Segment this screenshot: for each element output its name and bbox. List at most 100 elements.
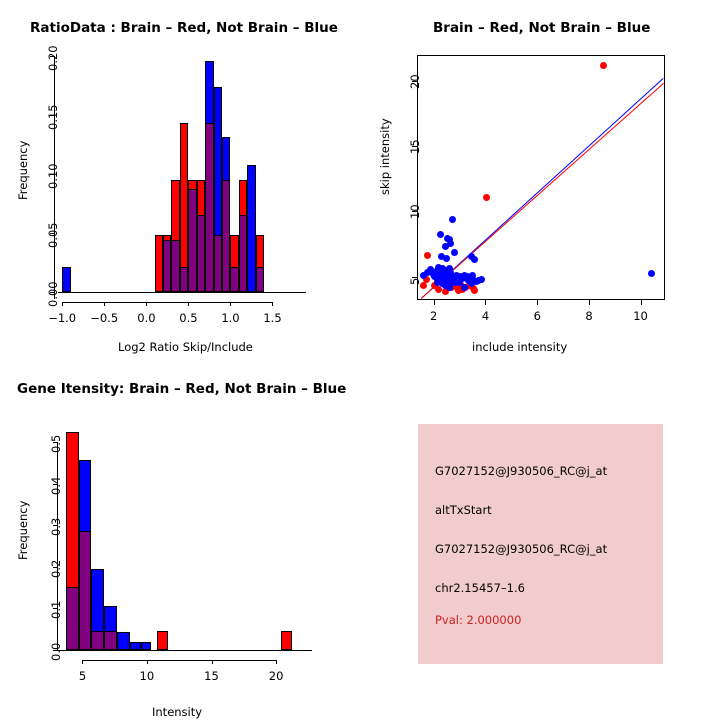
ratio-xtick-3	[188, 302, 190, 306]
scatter-point-blue-53	[445, 284, 453, 292]
scatter-point-red-0	[599, 61, 607, 69]
panel-intensity-scatter: Brain – Red, Not Brain – Blue skip inten…	[360, 0, 720, 360]
scatter-point-blue-4	[445, 236, 453, 244]
scatter-point-blue-49	[431, 273, 439, 281]
gene-xtick-1	[147, 660, 149, 664]
ratio-xtick-label-1: −0.5	[90, 311, 119, 325]
scatter-point-blue-26	[446, 269, 454, 277]
ratio-bar-5-overlap	[188, 189, 197, 292]
scatter-point-red-6	[435, 286, 443, 294]
ratio-baseline	[58, 292, 306, 293]
ratio-xtick-label-4: 1.0	[221, 311, 240, 325]
gene-baseline	[57, 650, 312, 651]
ratio-xtick-label-2: 0.0	[137, 311, 156, 325]
gene-yaxis-line	[57, 442, 58, 651]
ratio-bar-0-blue	[62, 267, 71, 292]
gene-ytick-label-5: 0.5	[49, 435, 63, 454]
scatter-point-blue-2	[436, 230, 444, 238]
gene-bar-6-blue	[140, 641, 151, 650]
ratio-bar-13-overlap	[255, 267, 264, 292]
gene-ytick-5	[53, 442, 57, 444]
scatter-point-blue-14	[427, 266, 435, 274]
scatter-ytick-label-3: 20	[408, 74, 422, 89]
scatter-point-blue-10	[467, 253, 475, 261]
ratio-ytick-2	[50, 173, 54, 175]
scatter-point-blue-11	[471, 256, 479, 264]
ratio-ytick-0	[50, 292, 54, 293]
scatter-plot-area	[418, 56, 664, 299]
gene-ytick-label-1: 0.1	[49, 601, 63, 620]
ratio-ytick-label-2: 0.10	[46, 163, 60, 189]
scatter-point-red-7	[441, 288, 449, 296]
ratio-bar-11-overlap	[238, 215, 248, 292]
gene-xtick-2	[211, 660, 213, 664]
panel-probe-info: G7027152@J930506_RC@j_at altTxStart G702…	[418, 424, 663, 664]
gene-ytick-label-3: 0.3	[49, 518, 63, 537]
genomic-location: chr2.15457–1.6	[435, 581, 525, 595]
scatter-ytick-label-2: 15	[408, 139, 422, 155]
scatter-ytick-3	[412, 80, 417, 82]
ratio-ytick-label-0: 0.00	[46, 281, 60, 307]
scatter-point-blue-12	[419, 271, 427, 279]
scatter-xtick-label-0: 2	[430, 309, 438, 323]
gene-xtick-label-0: 5	[78, 669, 87, 683]
ratio-xtick-2	[146, 302, 148, 306]
gene-bar-7-red	[157, 630, 168, 650]
scatter-point-red-2	[424, 252, 432, 260]
scatter-point-blue-44	[468, 271, 476, 279]
ratio-bar-9-overlap	[221, 179, 231, 292]
pvalue-label: Pval: 2.000000	[435, 613, 522, 627]
scatter-point-blue-7	[450, 249, 458, 257]
ratio-histogram-xlabel: Log2 Ratio Skip/Include	[118, 340, 253, 354]
gene-xtick-label-1: 10	[139, 669, 155, 683]
scatter-point-red-12	[454, 287, 462, 294]
gene-ytick-3	[53, 525, 57, 527]
gene-ytick-label-4: 0.4	[49, 476, 63, 495]
scatter-xtick-label-2: 6	[533, 309, 541, 323]
scatter-xtick-3	[588, 300, 590, 305]
gene-xtick-0	[82, 660, 84, 664]
scatter-xtick-label-1: 4	[481, 309, 490, 323]
gene-histogram-xlabel: Intensity	[152, 705, 203, 719]
ratio-xtick-4	[230, 302, 232, 306]
ratio-histogram-ylabel: Frequency	[16, 140, 30, 200]
ratio-ytick-label-4: 0.20	[46, 45, 60, 71]
probe-id-primary: G7027152@J930506_RC@j_at	[435, 464, 608, 478]
scatter-point-blue-5	[446, 239, 454, 247]
gene-bar-1-overlap	[78, 530, 92, 650]
scatter-point-blue-43	[464, 276, 472, 284]
scatter-point-red-3	[422, 275, 430, 283]
gene-ytick-1	[53, 608, 57, 610]
scatter-xtick-label-4: 10	[633, 309, 648, 323]
ratio-bar-10-overlap	[230, 267, 239, 292]
scatter-point-blue-0	[647, 270, 655, 278]
scatter-point-blue-9	[442, 255, 450, 262]
scatter-xtick-4	[640, 300, 642, 305]
scatter-xtick-2	[537, 300, 539, 305]
ratio-bar-2-overlap	[163, 240, 172, 292]
ratio-histogram-title: RatioData : Brain – Red, Not Brain – Blu…	[30, 20, 338, 36]
scatter-plot-box	[417, 55, 665, 300]
ratio-ytick-label-3: 0.15	[46, 104, 60, 130]
ratio-xtick-5	[272, 302, 274, 306]
gene-bar-2-overlap	[91, 630, 105, 650]
ratio-bar-8-overlap	[213, 235, 222, 292]
scatter-point-blue-16	[432, 268, 440, 276]
scatter-point-blue-37	[453, 271, 461, 279]
ratio-histogram-plot-area	[58, 50, 306, 295]
ratio-xtick-label-5: 1.5	[263, 311, 282, 325]
scatter-xtick-label-3: 8	[585, 309, 593, 323]
scatter-point-blue-17	[435, 264, 443, 272]
ratio-bar-7-overlap	[205, 123, 214, 292]
ratio-bar-12-blue	[247, 164, 256, 292]
scatter-xtick-1	[485, 300, 487, 305]
gene-ytick-label-0: 0.0	[49, 642, 63, 661]
scatter-point-blue-38	[455, 279, 463, 287]
gene-ytick-0	[53, 650, 57, 651]
gene-bar-8-red	[281, 630, 292, 650]
scatter-point-blue-54	[467, 280, 475, 288]
scatter-red-fit	[420, 82, 664, 299]
gene-bar-0-overlap	[65, 586, 79, 650]
scatter-ytick-2	[412, 146, 417, 148]
scatter-point-blue-1	[449, 216, 457, 224]
